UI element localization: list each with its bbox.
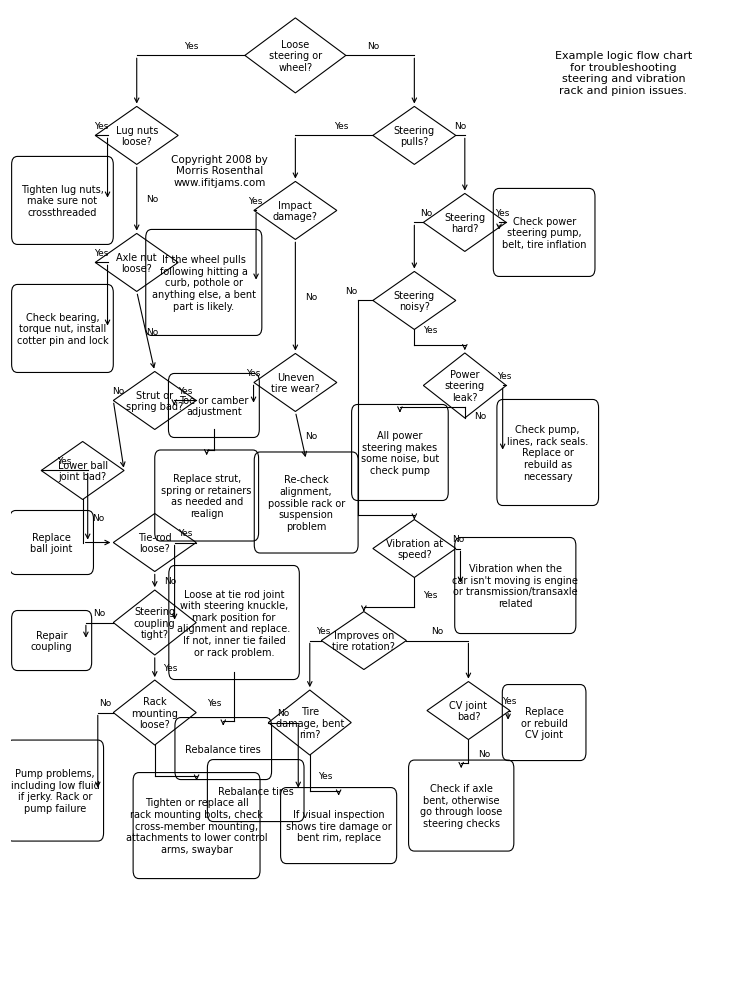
Text: No: No <box>94 608 106 617</box>
Text: Pump problems,
including low fluid
if jerky. Rack or
pump failure: Pump problems, including low fluid if je… <box>11 769 100 814</box>
Text: Replace
ball joint: Replace ball joint <box>31 532 73 554</box>
Text: CV joint
bad?: CV joint bad? <box>449 700 487 721</box>
Text: Check pump,
lines, rack seals.
Replace or
rebuild as
necessary: Check pump, lines, rack seals. Replace o… <box>507 425 589 481</box>
Text: Rack
mounting
loose?: Rack mounting loose? <box>131 696 178 729</box>
Text: Axle nut
loose?: Axle nut loose? <box>117 253 157 274</box>
Text: Check if axle
bent, otherwise
go through loose
steering checks: Check if axle bent, otherwise go through… <box>420 784 502 828</box>
Text: If the wheel pulls
following hitting a
curb, pothole or
anything else, a bent
pa: If the wheel pulls following hitting a c… <box>152 255 256 312</box>
Text: Yes: Yes <box>496 208 510 217</box>
Text: Steering
hard?: Steering hard? <box>444 212 485 234</box>
Text: Steering
noisy?: Steering noisy? <box>394 291 435 312</box>
Text: Yes: Yes <box>423 326 438 335</box>
Text: No: No <box>454 122 466 131</box>
Text: Power
steering
leak?: Power steering leak? <box>445 370 485 403</box>
Text: Loose at tie rod joint
with steering knuckle,
mark position for
alignment and re: Loose at tie rod joint with steering knu… <box>177 589 291 657</box>
Text: Impact
damage?: Impact damage? <box>273 200 318 222</box>
Text: Tie-rod
loose?: Tie-rod loose? <box>138 532 172 554</box>
Text: Yes: Yes <box>334 122 348 131</box>
Text: Lug nuts
loose?: Lug nuts loose? <box>116 125 158 147</box>
Text: Yes: Yes <box>316 626 330 635</box>
Text: Yes: Yes <box>178 528 193 537</box>
Text: Check power
steering pump,
belt, tire inflation: Check power steering pump, belt, tire in… <box>502 216 586 249</box>
Text: No: No <box>431 626 443 635</box>
Text: Replace strut,
spring or retainers
as needed and
realign: Replace strut, spring or retainers as ne… <box>161 474 252 518</box>
Text: No: No <box>420 208 432 217</box>
Text: No: No <box>164 577 177 586</box>
Text: Steering
pulls?: Steering pulls? <box>394 125 435 147</box>
Text: No: No <box>147 195 159 204</box>
Text: Yes: Yes <box>248 196 262 205</box>
Text: Replace
or rebuild
CV joint: Replace or rebuild CV joint <box>520 706 567 739</box>
Text: Yes: Yes <box>318 772 333 780</box>
Text: Re-check
alignment,
possible rack or
suspension
problem: Re-check alignment, possible rack or sus… <box>268 475 345 531</box>
Text: Check bearing,
torque nut, install
cotter pin and lock: Check bearing, torque nut, install cotte… <box>17 313 108 346</box>
Text: Toe or camber
adjustment: Toe or camber adjustment <box>179 395 248 417</box>
Text: Tighten lug nuts,
make sure not
crossthreaded: Tighten lug nuts, make sure not crossthr… <box>21 184 104 217</box>
Text: Yes: Yes <box>502 696 516 705</box>
Text: No: No <box>366 42 379 51</box>
Text: Vibration when the
car isn't moving is engine
or transmission/transaxle
related: Vibration when the car isn't moving is e… <box>452 563 578 608</box>
Text: Loose
steering or
wheel?: Loose steering or wheel? <box>269 40 322 73</box>
Text: No: No <box>452 534 464 543</box>
Text: No: No <box>100 698 111 707</box>
Text: Improves on
tire rotation?: Improves on tire rotation? <box>333 630 395 651</box>
Text: No: No <box>345 287 358 296</box>
Text: No: No <box>147 328 159 337</box>
Text: All power
steering makes
some noise, but
check pump: All power steering makes some noise, but… <box>361 431 439 475</box>
Text: If visual inspection
shows tire damage or
bent rim, replace: If visual inspection shows tire damage o… <box>286 810 391 843</box>
Text: Vibration at
speed?: Vibration at speed? <box>386 538 443 560</box>
Text: No: No <box>474 411 487 420</box>
Text: Yes: Yes <box>95 122 108 131</box>
Text: Yes: Yes <box>423 590 438 599</box>
Text: Yes: Yes <box>207 698 221 707</box>
Text: Rebalance tires: Rebalance tires <box>185 743 261 754</box>
Text: Yes: Yes <box>57 457 72 466</box>
Text: No: No <box>277 708 290 717</box>
Text: Lower ball
joint bad?: Lower ball joint bad? <box>58 460 108 482</box>
Text: Yes: Yes <box>497 372 512 381</box>
Text: Steering
coupling
tight?: Steering coupling tight? <box>134 606 176 639</box>
Text: Yes: Yes <box>246 369 261 378</box>
Text: No: No <box>92 513 105 522</box>
Text: Example logic flow chart
for troubleshooting
steering and vibration
rack and pin: Example logic flow chart for troubleshoo… <box>555 51 692 96</box>
Text: Yes: Yes <box>95 248 108 258</box>
Text: Yes: Yes <box>178 387 192 396</box>
Text: Rebalance tires: Rebalance tires <box>218 786 294 796</box>
Text: No: No <box>305 432 317 441</box>
Text: Yes: Yes <box>184 42 198 51</box>
Text: No: No <box>478 749 490 759</box>
Text: Uneven
tire wear?: Uneven tire wear? <box>271 373 320 394</box>
Text: Strut or
spring bad?: Strut or spring bad? <box>126 391 183 412</box>
Text: Copyright 2008 by
Morris Rosenthal
www.ifitjams.com: Copyright 2008 by Morris Rosenthal www.i… <box>172 154 268 187</box>
Text: Yes: Yes <box>163 663 178 672</box>
Text: Repair
coupling: Repair coupling <box>31 630 73 651</box>
Text: Tighten or replace all
rack mounting bolts, check
cross-member mounting,
attachm: Tighten or replace all rack mounting bol… <box>126 798 268 854</box>
Text: Tire
damage, bent
rim?: Tire damage, bent rim? <box>276 706 344 739</box>
Text: No: No <box>113 387 125 396</box>
Text: No: No <box>305 293 317 302</box>
